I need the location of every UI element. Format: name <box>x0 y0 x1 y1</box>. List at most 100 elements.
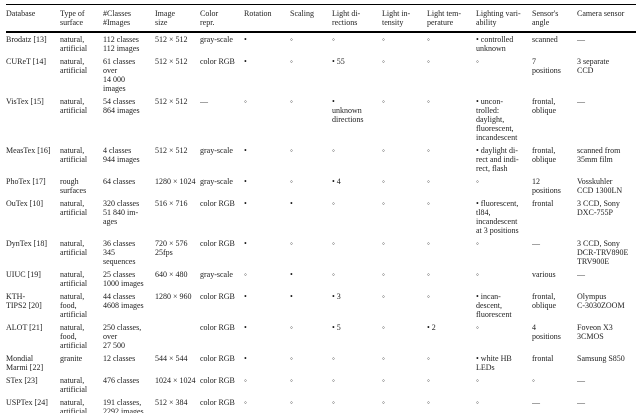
table-cell: ◦ <box>382 323 385 332</box>
table-row: KTH- TIPS2 [20] natural, food, artificial… <box>6 290 636 321</box>
table-cell: gray-scale <box>200 270 233 279</box>
table-cell: ◦ <box>382 199 385 208</box>
table-cell: Brodatz [13] <box>6 35 47 44</box>
table-cell: ◦ <box>290 323 293 332</box>
table-cell: ◦ <box>244 270 247 279</box>
table-cell: Olympus C-3030ZOOM <box>577 292 625 310</box>
table-cell: • <box>244 35 247 44</box>
table-cell: 720 × 576 25fps <box>155 239 188 257</box>
table-cell: Mondial Marmi [22] <box>6 354 44 372</box>
table-row: OuTex [10] natural, artificial 320 classes… <box>6 197 636 237</box>
table-cell: 36 classes 345 sequences <box>103 239 136 266</box>
table-cell: ◦ <box>476 57 479 66</box>
table-cell: • unknown directions <box>332 97 364 124</box>
table-cell: color RGB <box>200 323 235 332</box>
table-cell: • 3 <box>332 292 341 301</box>
column-header: Scaling <box>290 9 314 18</box>
table-cell: UIUC [19] <box>6 270 41 279</box>
table-cell: 512 × 512 <box>155 35 188 44</box>
table-cell: 191 classes, 2292 images <box>103 398 144 413</box>
table-cell: rough surfaces <box>60 177 87 195</box>
table-cell: ◦ <box>382 177 385 186</box>
table-cell: • white HB LEDs <box>476 354 512 372</box>
table-cell: • <box>244 177 247 186</box>
table-cell: — <box>200 97 208 106</box>
table-cell: ◦ <box>382 270 385 279</box>
paper-page: Database Type of surface #Classes #Images I… <box>0 4 640 413</box>
table-cell: frontal <box>532 199 554 208</box>
table-cell: PhoTex [17] <box>6 177 46 186</box>
table-cell: ◦ <box>332 270 335 279</box>
column-header: Lighting vari- ability <box>476 9 521 27</box>
table-cell: gray-scale <box>200 35 233 44</box>
table-cell: ◦ <box>244 376 247 385</box>
table-cell: DynTex [18] <box>6 239 47 248</box>
table-cell: — <box>577 376 585 385</box>
table-cell: 320 classes 51 840 im- ages <box>103 199 140 226</box>
table-cell: ◦ <box>427 292 430 301</box>
table-cell: ◦ <box>290 57 293 66</box>
table-cell: — <box>577 270 585 279</box>
table-cell: ◦ <box>332 354 335 363</box>
table-cell: — <box>577 35 585 44</box>
table-cell: ◦ <box>332 398 335 407</box>
table-cell: ◦ <box>476 376 479 385</box>
table-cell: 12 positions <box>532 177 561 195</box>
table-cell: Vosskuhler CCD 1300LN <box>577 177 623 195</box>
table-cell: natural, food, artificial <box>60 323 88 350</box>
table-cell: ◦ <box>244 398 247 407</box>
table-row: DynTex [18] natural, artificial 36 classes… <box>6 237 636 268</box>
table-header: Database Type of surface #Classes #Images I… <box>6 5 636 32</box>
table-cell: ◦ <box>427 199 430 208</box>
table-cell: ◦ <box>382 239 385 248</box>
table-cell: • <box>244 323 247 332</box>
table-cell: 512 × 512 <box>155 57 188 66</box>
table-row: Brodatz [13] natural, artificial 112 class… <box>6 32 636 55</box>
table-cell: • 4 <box>332 177 341 186</box>
table-row: UIUC [19] natural, artificial 25 classes 1… <box>6 268 636 290</box>
table-cell: ◦ <box>382 35 385 44</box>
table-cell: ◦ <box>290 35 293 44</box>
table-cell: ◦ <box>427 57 430 66</box>
table-cell: scanned <box>532 35 558 44</box>
table-cell: ◦ <box>290 177 293 186</box>
table-cell: ◦ <box>427 376 430 385</box>
table-cell: various <box>532 270 556 279</box>
table-cell: • 5 <box>332 323 341 332</box>
table-cell: ◦ <box>332 35 335 44</box>
table-row: CUReT [14] natural, artificial 61 classes … <box>6 55 636 95</box>
table-cell: • fluorescent, tl84, incandescent at 3 p… <box>476 199 519 235</box>
column-header: Light di- rections <box>332 9 361 27</box>
table-cell: — <box>532 398 540 407</box>
column-header: Sensor's angle <box>532 9 559 27</box>
table-row: ALOT [21] natural, food, artificial 250 cl… <box>6 321 636 352</box>
column-header: Camera sensor <box>577 9 625 18</box>
table-cell: natural, artificial <box>60 97 88 115</box>
table-cell: ◦ <box>427 177 430 186</box>
table-cell: 512 × 384 <box>155 398 188 407</box>
table-cell: natural, artificial <box>60 270 88 288</box>
table-row: MeasTex [16] natural, artificial 4 classes… <box>6 144 636 175</box>
table-cell: • 2 <box>427 323 436 332</box>
table-row: STex [23] natural, artificial 476 classes 1… <box>6 374 636 396</box>
table-cell: ◦ <box>382 97 385 106</box>
table-cell: • <box>290 199 293 208</box>
table-cell: color RGB <box>200 199 235 208</box>
table-cell: ◦ <box>382 57 385 66</box>
table-cell: ◦ <box>382 146 385 155</box>
table-cell: — <box>577 97 585 106</box>
table-cell: natural, artificial <box>60 57 88 75</box>
table-cell: ◦ <box>244 97 247 106</box>
texture-databases-comparison-table: Database Type of surface #Classes #Images I… <box>6 4 636 413</box>
table-cell: • <box>244 57 247 66</box>
table-cell: frontal, oblique <box>532 97 556 115</box>
table-cell: • <box>244 239 247 248</box>
table-cell: 112 classes 112 images <box>103 35 140 53</box>
table-cell: ◦ <box>427 398 430 407</box>
table-cell: 512 × 512 <box>155 97 188 106</box>
table-header-row: Database Type of surface #Classes #Images I… <box>6 5 636 32</box>
table-cell: ◦ <box>427 35 430 44</box>
table-cell: ◦ <box>382 354 385 363</box>
table-cell: ◦ <box>427 146 430 155</box>
column-header: Type of surface <box>60 9 85 27</box>
